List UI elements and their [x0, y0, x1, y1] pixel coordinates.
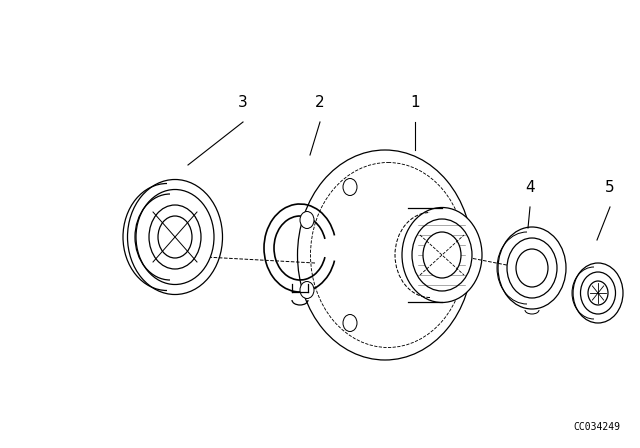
Ellipse shape — [343, 178, 357, 195]
Ellipse shape — [136, 190, 214, 284]
Ellipse shape — [149, 205, 201, 269]
Ellipse shape — [300, 211, 314, 228]
Text: 2: 2 — [315, 95, 325, 110]
Ellipse shape — [127, 180, 223, 294]
Ellipse shape — [573, 263, 623, 323]
Ellipse shape — [402, 207, 482, 302]
Ellipse shape — [516, 249, 548, 287]
Ellipse shape — [423, 232, 461, 278]
Ellipse shape — [588, 281, 608, 305]
Text: CC034249: CC034249 — [573, 422, 620, 432]
Ellipse shape — [343, 314, 357, 332]
Ellipse shape — [158, 216, 192, 258]
Text: 1: 1 — [410, 95, 420, 110]
Text: 3: 3 — [238, 95, 248, 110]
Ellipse shape — [412, 219, 472, 291]
Ellipse shape — [310, 163, 465, 348]
Ellipse shape — [507, 238, 557, 298]
Text: 5: 5 — [605, 180, 615, 195]
Text: 4: 4 — [525, 180, 535, 195]
Ellipse shape — [300, 281, 314, 298]
Ellipse shape — [298, 150, 472, 360]
Ellipse shape — [498, 227, 566, 309]
Ellipse shape — [580, 272, 616, 314]
